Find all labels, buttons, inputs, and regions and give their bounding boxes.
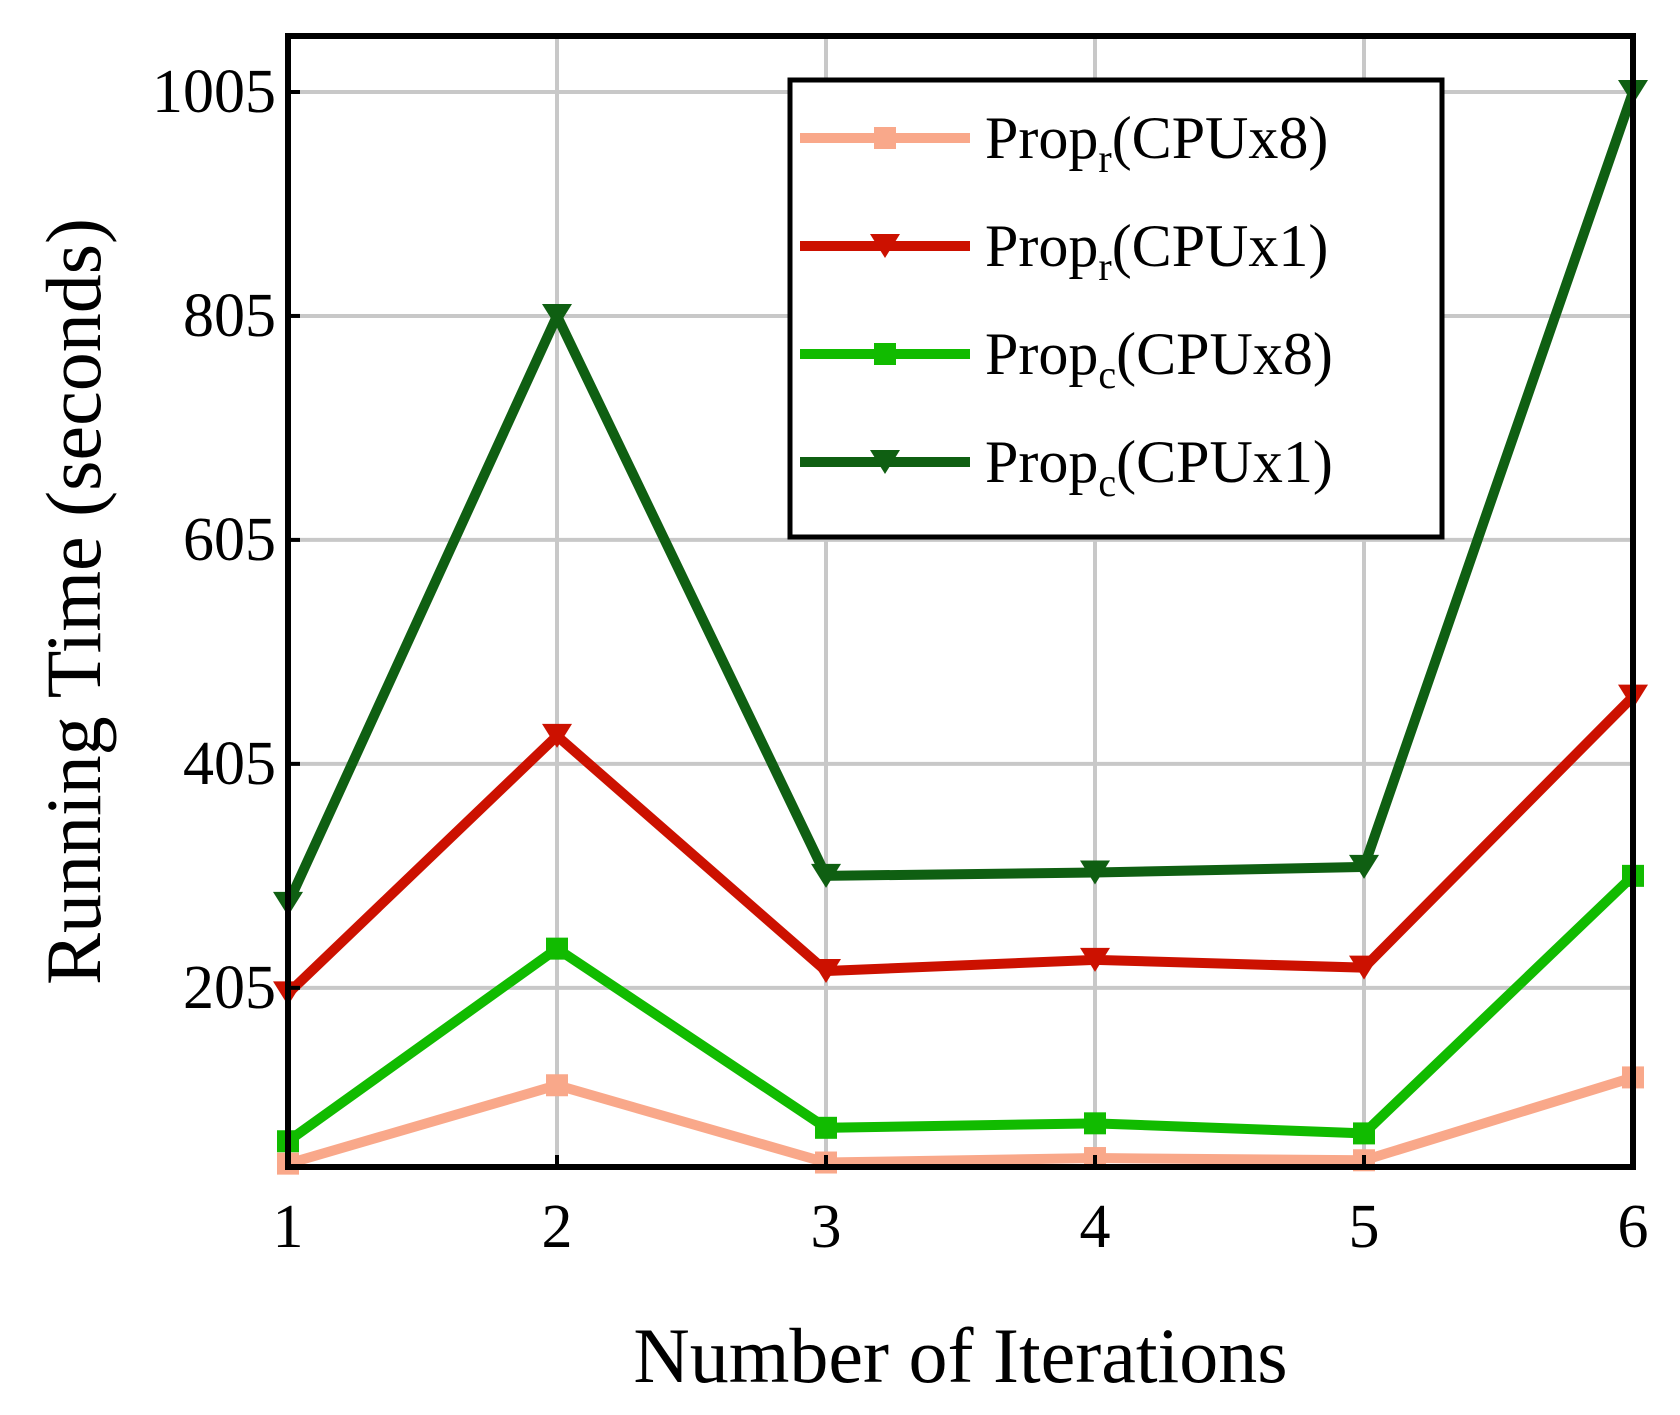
legend-label: Propc(CPUx8) <box>985 321 1333 397</box>
x-tick-label: 3 <box>811 1193 842 1261</box>
legend-marker <box>870 450 900 474</box>
legend-marker <box>874 343 896 365</box>
legend-item: Propc(CPUx1) <box>800 429 1333 505</box>
legend-label-base: Prop <box>985 321 1098 387</box>
series-line <box>284 693 1637 998</box>
legend-label-subscript: r <box>1098 136 1111 181</box>
y-tick-label: 405 <box>183 730 276 798</box>
y-tick-label: 205 <box>183 954 276 1022</box>
legend-label-subscript: r <box>1098 244 1111 289</box>
legend-label-rest: (CPUx1) <box>1116 429 1333 495</box>
legend: Propr(CPUx8)Propr(CPUx1)Propc(CPUx8)Prop… <box>787 77 1445 540</box>
x-axis-title: Number of Iterations <box>633 1312 1287 1399</box>
legend-item: Propr(CPUx1) <box>800 213 1328 289</box>
legend-label: Propr(CPUx1) <box>985 213 1328 289</box>
series-line <box>285 872 1637 1146</box>
data-point <box>542 723 572 748</box>
series-prop-r-cpux8 <box>277 1066 1644 1175</box>
legend-label-rest: (CPUx8) <box>1116 321 1333 387</box>
data-point <box>1353 1122 1375 1145</box>
legend-label-subscript: c <box>1098 352 1116 397</box>
legend-label-rest: (CPUx8) <box>1112 105 1329 171</box>
y-axis-title: Running Time (seconds) <box>30 218 117 985</box>
legend-label: Propr(CPUx8) <box>985 105 1328 181</box>
legend-label-subscript: c <box>1098 460 1116 505</box>
data-point <box>1084 1112 1106 1135</box>
y-tick-label: 1005 <box>152 58 276 126</box>
x-tick-label: 4 <box>1080 1193 1111 1261</box>
data-point <box>542 303 572 328</box>
data-point <box>546 937 568 960</box>
legend-label-rest: (CPUx1) <box>1112 213 1329 279</box>
legend-marker <box>870 234 900 258</box>
series-line <box>283 90 1638 906</box>
data-point <box>546 1074 568 1097</box>
legend-label: Propc(CPUx1) <box>985 429 1333 505</box>
y-tick-label: 605 <box>183 506 276 574</box>
axis-ticks: 1 2 3 4 5 6 205 405 605 805 1005 <box>152 58 1649 1261</box>
data-point <box>1080 947 1110 972</box>
legend-marker <box>874 127 896 149</box>
series-line <box>286 1072 1635 1169</box>
legend-label-base: Prop <box>985 105 1098 171</box>
data-point <box>1349 854 1379 879</box>
data-point <box>815 1116 837 1139</box>
x-tick-label: 1 <box>273 1193 304 1261</box>
data-point <box>1349 955 1379 980</box>
data-point <box>1080 860 1110 885</box>
x-tick-label: 2 <box>542 1193 573 1261</box>
series-layer <box>273 79 1648 1175</box>
legend-label-base: Prop <box>985 213 1098 279</box>
y-tick-label: 805 <box>183 282 276 350</box>
plot-frame <box>285 33 1636 1170</box>
legend-item: Propc(CPUx8) <box>800 321 1333 397</box>
data-point <box>811 959 841 984</box>
x-tick-label: 6 <box>1618 1193 1649 1261</box>
x-tick-label: 5 <box>1349 1193 1380 1261</box>
series-prop-r-cpux1 <box>273 684 1648 1006</box>
legend-item: Propr(CPUx8) <box>800 105 1328 181</box>
legend-label-base: Prop <box>985 429 1098 495</box>
data-point <box>811 863 841 888</box>
